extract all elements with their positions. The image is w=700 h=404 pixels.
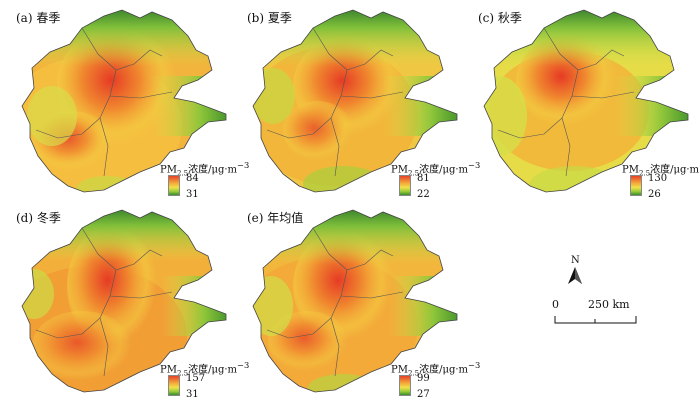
legend-min: 22: [417, 189, 430, 200]
map-legend: PM2.5浓度/μg·m−3 84 31: [160, 160, 249, 202]
concentration-map: [483, 9, 689, 193]
scale-end-label: 250 km: [588, 298, 630, 311]
panel-title: (e) 年均值: [247, 211, 304, 225]
panel-title: (d) 冬季: [16, 211, 61, 225]
scale-start-label: 0: [552, 298, 559, 311]
legend-max: 99: [417, 373, 430, 384]
map-legend: PM2.5浓度/μg·m−3 130 26: [622, 160, 700, 202]
north-arrow-icon: [568, 267, 582, 284]
north-arrow: N: [563, 255, 587, 285]
concentration-map: [21, 9, 227, 193]
legend-max: 81: [417, 173, 430, 184]
scale-bar-line: [554, 316, 637, 324]
map-panel-annual: (e) 年均值 PM2.5浓度/μg·m−3 99 27: [243, 206, 480, 404]
concentration-map: [252, 209, 458, 393]
legend-color-ramp: [399, 375, 411, 396]
legend-max: 84: [186, 173, 199, 184]
legend-title: PM2.5浓度/μg·m−3: [391, 160, 481, 178]
map-legend: PM2.5浓度/μg·m−3 81 22: [391, 160, 480, 202]
legend-color-ramp: [168, 175, 180, 196]
legend-color-ramp: [168, 375, 180, 396]
legend-color-ramp: [399, 175, 411, 196]
map-panel-spring: (a) 春季 PM2.5浓度/μg·m−3 84 31: [12, 6, 249, 204]
legend-min: 27: [417, 389, 430, 400]
map-panel-winter: (d) 冬季 PM2.5浓度/μg·m−3 157 31: [12, 206, 249, 404]
concentration-map: [21, 209, 227, 393]
map-legend: PM2.5浓度/μg·m−3 157 31: [160, 360, 249, 402]
legend-min: 26: [648, 189, 661, 200]
scale-bar: 0 250 km: [552, 298, 642, 328]
legend-max: 157: [186, 373, 206, 384]
concentration-map: [252, 9, 458, 193]
legend-title: PM2.5浓度/μg·m−3: [160, 360, 250, 378]
legend-max: 130: [648, 173, 668, 184]
panel-title: (a) 春季: [16, 11, 61, 25]
map-legend: PM2.5浓度/μg·m−3 99 27: [391, 360, 480, 402]
north-label: N: [571, 255, 580, 266]
legend-title: PM2.5浓度/μg·m−3: [391, 360, 481, 378]
legend-title: PM2.5浓度/μg·m−3: [160, 160, 250, 178]
map-panel-autumn: (c) 秋季 PM2.5浓度/μg·m−3 130 26: [474, 6, 700, 204]
legend-min: 31: [186, 189, 199, 200]
map-panel-summer: (b) 夏季 PM2.5浓度/μg·m−3 81 22: [243, 6, 480, 204]
legend-color-ramp: [630, 175, 642, 196]
panel-title: (b) 夏季: [247, 11, 292, 25]
panel-title: (c) 秋季: [478, 11, 522, 25]
legend-min: 31: [186, 389, 199, 400]
